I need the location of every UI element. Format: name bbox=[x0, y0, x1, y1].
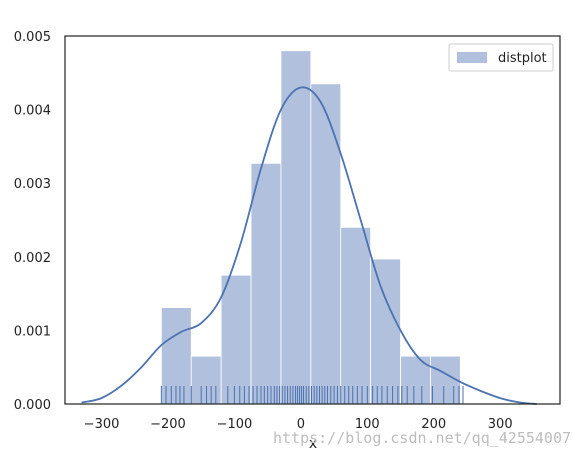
kde-line bbox=[81, 86, 537, 405]
histogram-bar bbox=[340, 226, 372, 405]
y-tick-label: 0.005 bbox=[14, 30, 51, 45]
x-tick-label: −100 bbox=[217, 417, 253, 432]
histogram-bar bbox=[250, 162, 282, 405]
y-tick-label: 0.002 bbox=[14, 251, 51, 266]
x-tick-label: 200 bbox=[421, 417, 446, 432]
y-tick-label: 0.001 bbox=[14, 324, 51, 339]
y-tick-label: 0.003 bbox=[14, 177, 51, 192]
y-tick-label: 0.004 bbox=[14, 104, 51, 119]
rug-marks bbox=[160, 386, 464, 404]
x-axis-label: x bbox=[309, 436, 317, 452]
y-axis-ticks: 0.000 0.001 0.002 0.003 0.004 0.005 bbox=[14, 30, 51, 413]
x-tick-label: 0 bbox=[297, 417, 305, 432]
legend-swatch bbox=[457, 52, 487, 63]
legend-label: distplot bbox=[498, 51, 547, 66]
x-tick-label: −200 bbox=[150, 417, 186, 432]
histogram-bar bbox=[280, 50, 312, 405]
x-axis-ticks: −300 −200 −100 0 100 200 300 bbox=[84, 417, 513, 432]
histogram-bars bbox=[160, 50, 461, 405]
plot-frame bbox=[64, 35, 561, 405]
histogram-bar bbox=[310, 83, 342, 405]
watermark: https://blog.csdn.net/qq_42554007 bbox=[273, 429, 571, 447]
x-tick-label: 300 bbox=[488, 417, 513, 432]
legend: distplot bbox=[448, 43, 554, 72]
histogram-bar bbox=[370, 258, 401, 405]
x-tick-label: −300 bbox=[84, 417, 120, 432]
x-tick-label: 100 bbox=[355, 417, 380, 432]
legend-box bbox=[448, 43, 554, 72]
histogram-bar bbox=[220, 274, 252, 405]
y-tick-label: 0.000 bbox=[14, 398, 51, 413]
